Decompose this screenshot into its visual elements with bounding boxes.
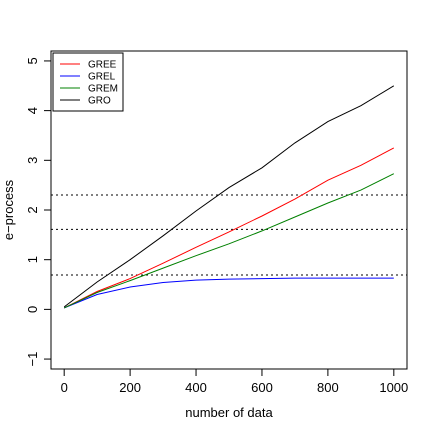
- legend-box: [52, 52, 124, 112]
- x-tick-label: 400: [185, 380, 207, 395]
- x-tick-label: 1000: [379, 380, 408, 395]
- x-tick-label: 600: [251, 380, 273, 395]
- series-line-gree: [63, 147, 395, 309]
- series-line-grel: [64, 277, 394, 309]
- legend-label-gree: GREE: [88, 60, 117, 71]
- x-tick-label: 800: [317, 380, 339, 395]
- x-tick-label: 200: [119, 380, 141, 395]
- y-tick-label: 2: [25, 206, 40, 213]
- y-axis-label: e−process: [1, 179, 16, 240]
- y-tick-label: 0: [25, 306, 40, 313]
- legend-label-gro: GRO: [88, 96, 111, 107]
- y-axis: −1 0 1 2 3 4 5: [25, 57, 52, 367]
- legend-label-grel: GREL: [88, 72, 116, 83]
- reference-lines: [51, 194, 407, 276]
- series-line-grem: [63, 173, 395, 309]
- x-axis: 0 200 400 600 800 1000: [61, 368, 408, 395]
- y-tick-label: −1: [25, 352, 40, 367]
- x-tick-label: 0: [61, 380, 68, 395]
- y-tick-label: 5: [25, 57, 40, 64]
- y-tick-label: 3: [25, 157, 40, 164]
- x-axis-label: number of data: [185, 405, 273, 420]
- y-tick-label: 1: [25, 256, 40, 263]
- legend-label-grem: GREM: [88, 84, 118, 95]
- series-group: [63, 85, 395, 309]
- y-tick-label: 4: [25, 107, 40, 114]
- series-line-gro: [63, 85, 395, 308]
